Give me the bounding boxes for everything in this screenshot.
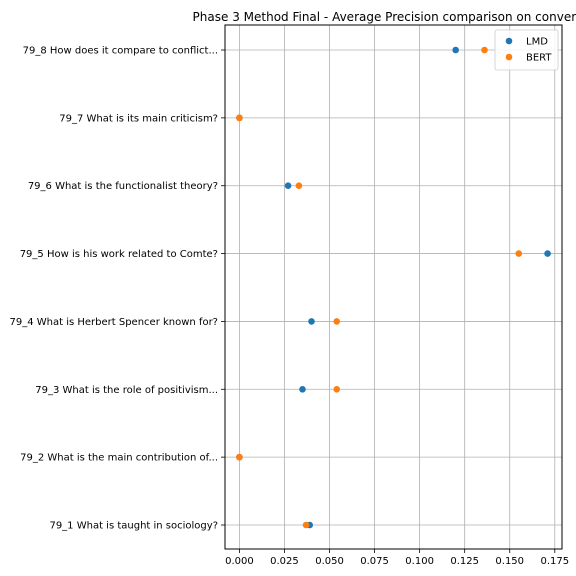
data-point xyxy=(333,385,341,393)
data-point xyxy=(236,453,243,461)
data-point xyxy=(481,46,488,54)
data-point xyxy=(299,385,306,393)
x-tick-label: 0.125 xyxy=(450,556,479,567)
y-tick-label: 79_4 What is Herbert Spencer known for? xyxy=(9,317,218,328)
y-tick-label: 79_6 What is the functionalist theory? xyxy=(28,181,218,192)
data-point xyxy=(308,318,315,325)
data-point xyxy=(302,521,310,529)
x-tick-label: 0.100 xyxy=(405,556,434,567)
legend-marker xyxy=(505,53,513,61)
y-tick-label: 79_8 How does it compare to conflict... xyxy=(23,46,218,57)
x-tick-label: 0.050 xyxy=(315,556,344,567)
data-point xyxy=(452,46,459,54)
legend-marker xyxy=(505,37,513,45)
y-tick-label: 79_5 How is his work related to Comte? xyxy=(20,249,218,260)
chart-title: Phase 3 Method Final - Average Precision… xyxy=(193,10,576,24)
y-tick-label: 79_3 What is the role of positivism... xyxy=(35,385,218,396)
legend-label: BERT xyxy=(526,53,552,64)
data-point xyxy=(333,318,341,325)
y-tick-label: 79_2 What is the main contribution of... xyxy=(20,453,218,464)
x-tick-label: 0.150 xyxy=(495,556,524,567)
y-tick-label: 79_1 What is taught in sociology? xyxy=(49,521,218,532)
x-tick-label: 0.075 xyxy=(360,556,389,567)
x-tick-label: 0.175 xyxy=(540,556,569,567)
data-point xyxy=(236,114,243,122)
data-point xyxy=(295,182,303,190)
series-bert xyxy=(236,46,523,529)
legend: LMD BERT xyxy=(494,29,559,71)
series-lmd xyxy=(236,46,551,529)
x-axis: 0.000 0.025 0.050 0.075 0.100 0.125 0.150 0.175 xyxy=(225,549,569,567)
x-tick-label: 0.000 xyxy=(225,556,254,567)
grid xyxy=(225,25,562,549)
data-point xyxy=(284,182,292,190)
legend-label: LMD xyxy=(526,37,548,48)
y-tick-label: 79_7 What is its main criticism? xyxy=(59,113,218,124)
data-points xyxy=(236,46,551,529)
y-axis: 79_1 What is taught in sociology? 79_2 Wh… xyxy=(9,46,225,532)
data-point xyxy=(515,250,523,257)
plot-frame xyxy=(224,24,563,550)
x-tick-label: 0.025 xyxy=(270,556,299,567)
data-point xyxy=(544,250,551,257)
